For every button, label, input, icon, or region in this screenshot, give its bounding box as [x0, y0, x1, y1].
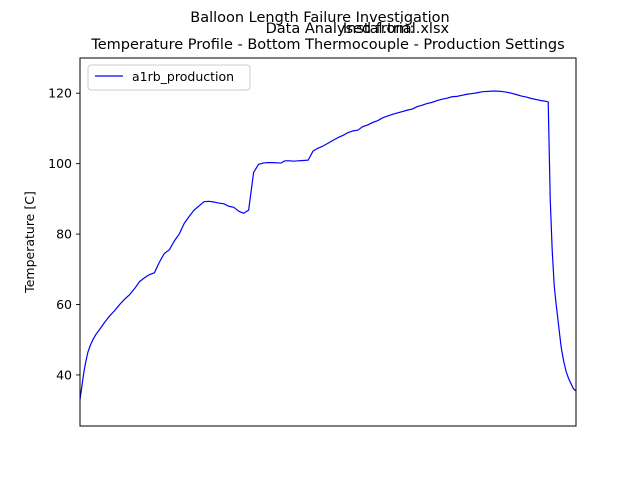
y-tick-label: 100 [48, 156, 72, 171]
legend-box [87, 64, 251, 91]
y-tick-label: 40 [56, 367, 72, 382]
plot-frame [79, 57, 577, 427]
suptitle: Balloon Length Failure Investigation [190, 10, 449, 26]
chart-title: Temperature Profile - Bottom Thermocoupl… [90, 37, 564, 53]
y-axis-label: Temperature [C] [22, 191, 37, 294]
overlap-title-a: Data Analysed from: [266, 21, 415, 37]
series-line-a1rb-production [80, 90, 576, 400]
y-axis-ticks: 40 60 80 100 120 [48, 86, 80, 382]
y-tick-label: 80 [56, 227, 72, 242]
legend: a1rb_production [87, 64, 251, 91]
y-tick-label: 120 [48, 86, 72, 101]
legend-label-a1rb-production: a1rb_production [132, 69, 234, 84]
y-tick-label: 60 [56, 297, 72, 312]
overlap-title-b: Instal.trial.xlsx [343, 21, 450, 37]
